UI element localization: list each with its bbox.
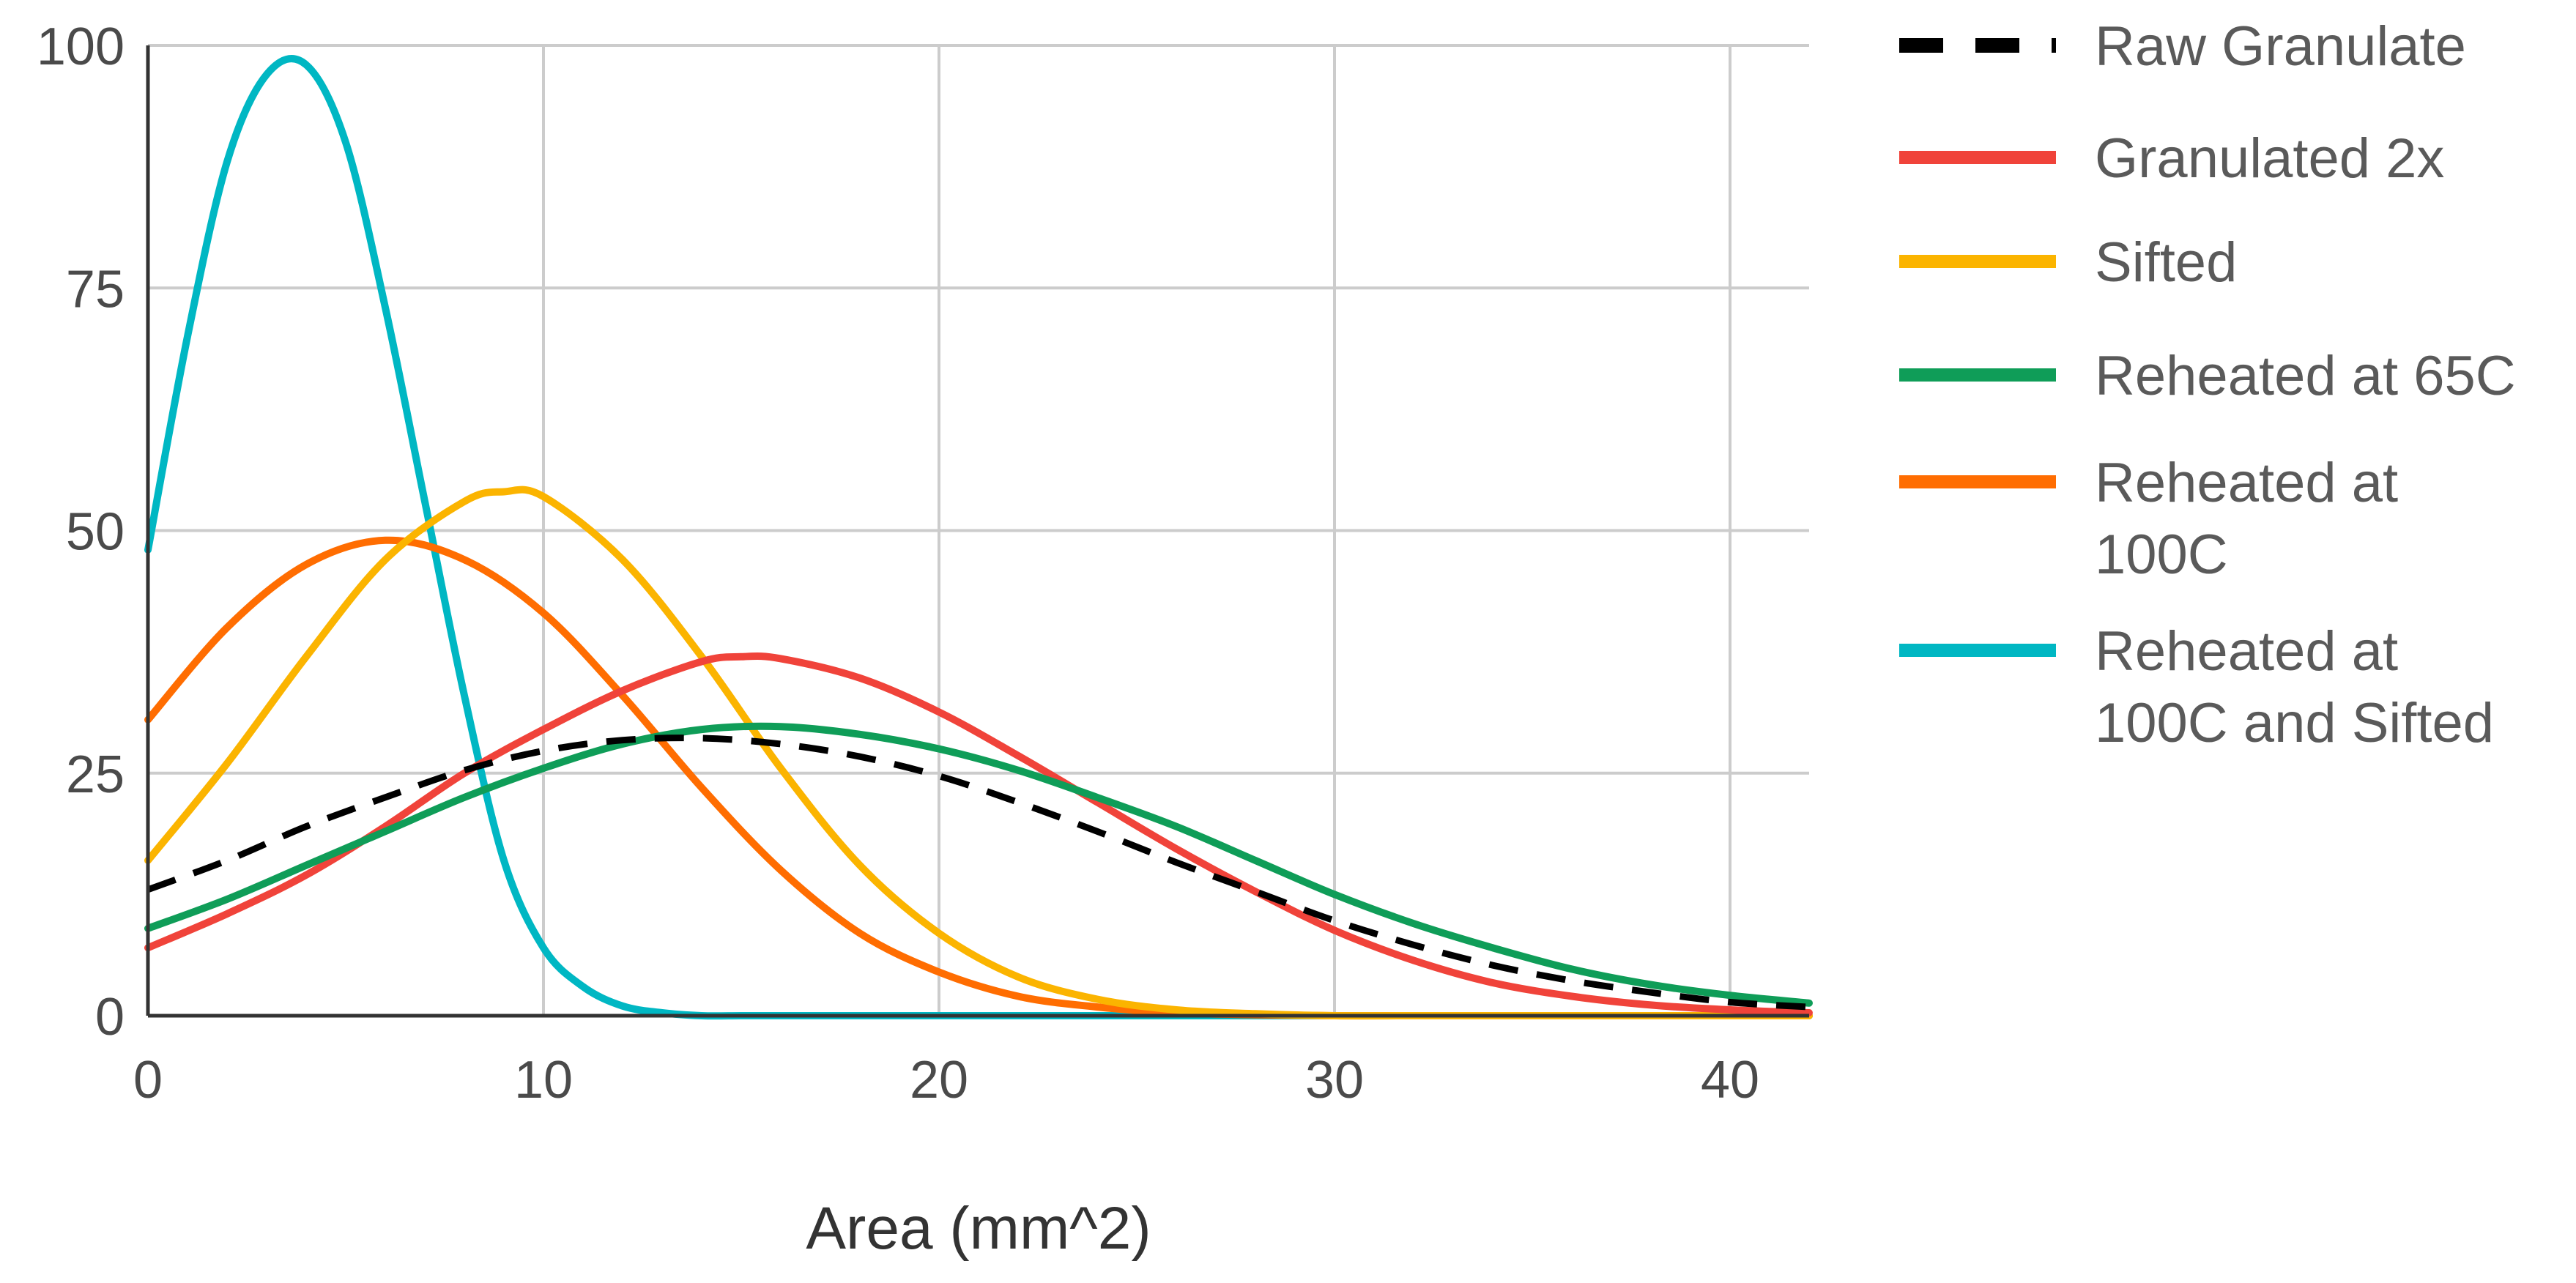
plot-series [144,55,1813,1020]
x-tick-label: 0 [133,1051,163,1109]
grid [148,44,1809,1016]
y-tick-label: 0 [95,988,125,1046]
legend-label: Granulated 2x [2095,127,2444,190]
legend-label: Raw Granulate [2095,15,2466,78]
axes: 0 25 50 75 100 0 10 20 30 40 [37,18,1809,1109]
y-tick-label: 25 [66,745,125,804]
x-axis-title: Area (mm^2) [806,1195,1151,1262]
series-line-granulated-2x [144,652,1813,1016]
x-tick-label: 40 [1701,1051,1759,1109]
legend-label: Reheated at [2095,452,2398,514]
x-tick-label: 10 [514,1051,573,1109]
x-tick-label: 20 [910,1051,968,1109]
y-tick-label: 100 [37,18,125,76]
legend: Raw Granulate Granulated 2x Sifted Reheated… [1899,15,2516,754]
series-line-sifted [144,486,1813,1020]
x-tick-label: 30 [1305,1051,1364,1109]
legend-label: 100C and Sifted [2095,692,2494,754]
series-line-raw-granulate [146,735,1810,1011]
series-line-reheated-at-65c [144,722,1813,1007]
series-line-reheated-at-100c [144,536,1813,1020]
legend-label: Sifted [2095,231,2237,294]
legend-label: Reheated at 65C [2095,345,2516,407]
y-tick-label: 75 [66,260,125,319]
legend-label: 100C [2095,524,2228,586]
legend-label: Reheated at [2095,620,2398,683]
y-tick-label: 50 [66,503,125,562]
